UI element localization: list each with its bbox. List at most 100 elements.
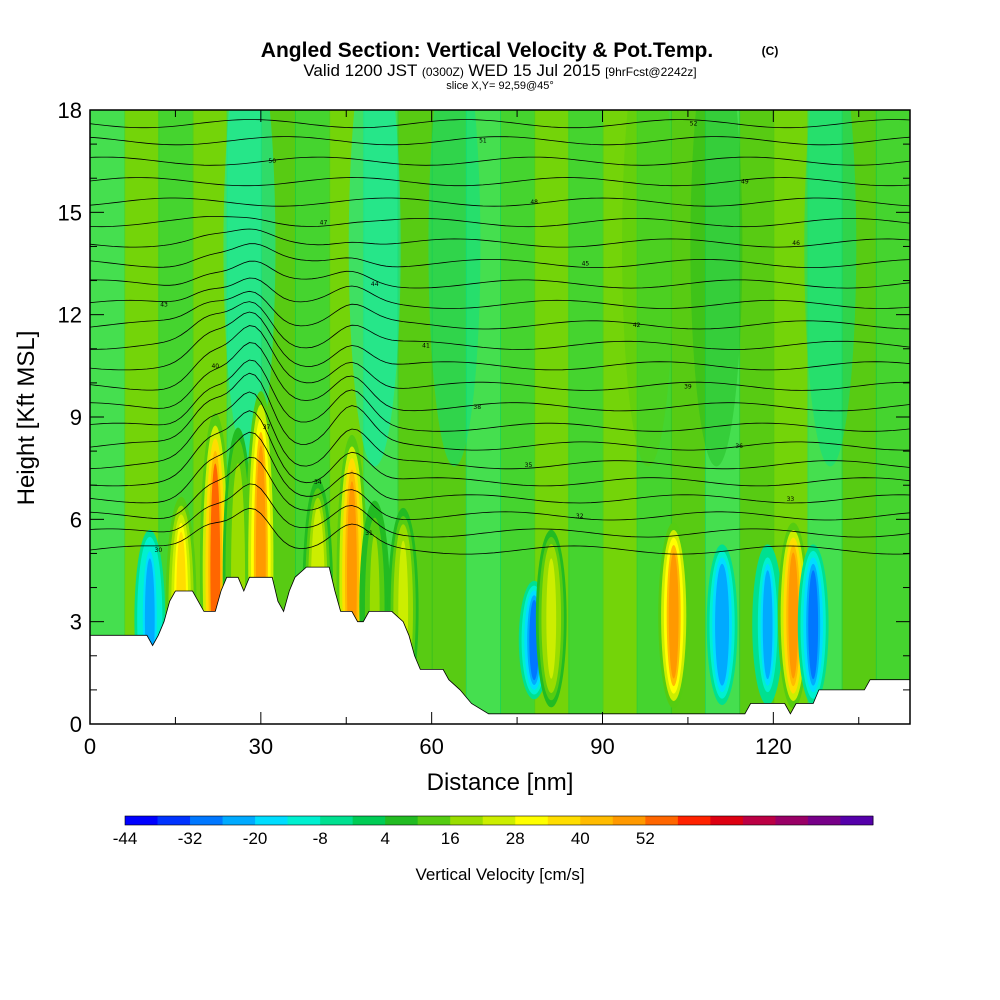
theta-isoline — [90, 372, 910, 451]
theta-isoline-label: 36 — [735, 443, 743, 450]
theta-isoline-label: 39 — [684, 383, 692, 390]
colorbar-swatch — [840, 816, 874, 825]
theta-isoline-label: 51 — [479, 138, 487, 145]
downdraft-core — [808, 570, 819, 680]
y-tick-label: 9 — [70, 405, 82, 430]
colorbar-swatch — [385, 816, 419, 825]
forecast-text: [9hrFcst@2242z] — [605, 65, 697, 79]
colorbar-tick-label: 40 — [571, 829, 590, 848]
y-tick-label: 18 — [58, 98, 82, 123]
theta-isoline — [90, 216, 910, 228]
background-band — [568, 110, 604, 724]
x-tick-label: 120 — [755, 734, 792, 759]
y-axis: 0 36 9 12 15 18 — [58, 98, 910, 737]
utc-time-text: (0300Z) — [422, 65, 464, 79]
x-tick-label: 0 — [84, 734, 96, 759]
updraft-core — [546, 558, 557, 679]
theta-isoline — [90, 359, 910, 432]
colorbar-swatch — [807, 816, 841, 825]
colorbar-frame — [124, 815, 874, 826]
colorbar-tick-label: -8 — [313, 829, 328, 848]
y-tick-label: 0 — [70, 712, 82, 737]
y-tick-label: 12 — [58, 303, 82, 328]
updraft-core — [668, 552, 679, 679]
theta-isoline-label: 47 — [320, 220, 328, 227]
colorbar-swatch — [190, 816, 224, 825]
colorbar-swatch — [580, 816, 614, 825]
theta-isoline — [90, 119, 910, 129]
y-axis-label: Height [Kft MSL] — [13, 331, 40, 506]
colorbar-tick-label: 4 — [380, 829, 389, 848]
theta-isoline-label: 31 — [365, 530, 373, 537]
background-band — [602, 110, 638, 724]
theta-isoline-label: 42 — [633, 322, 641, 329]
colorbar-swatch — [775, 816, 809, 825]
theta-isoline — [90, 456, 910, 521]
colorbar-swatch — [645, 816, 679, 825]
valid-time-text: Valid 1200 JST — [303, 61, 417, 80]
theta-isoline — [90, 507, 910, 555]
upper-plume — [804, 110, 857, 467]
theta-isoline — [90, 311, 910, 371]
theta-isoline-label: 48 — [530, 199, 538, 206]
theta-isoline — [90, 431, 910, 504]
colorbar-swatch — [515, 816, 549, 825]
colorbar-label: Vertical Velocity [cm/s] — [415, 865, 584, 884]
theta-isoline-label: 32 — [576, 513, 584, 520]
colorbar-swatch — [125, 816, 159, 825]
x-tick-label: 30 — [249, 734, 273, 759]
terrain-mask — [90, 567, 910, 724]
theta-isoline — [90, 136, 910, 146]
theta-isoline — [90, 391, 910, 470]
theta-isoline-label: 41 — [422, 342, 430, 349]
colorbar-tick-label: 52 — [636, 829, 655, 848]
theta-isoline-label: 40 — [211, 363, 219, 370]
colorbar-swatch — [320, 816, 354, 825]
downdraft-core — [717, 570, 727, 680]
updraft-core — [788, 552, 799, 679]
theta-isoline-label: 35 — [525, 462, 533, 469]
theta-isoline — [90, 301, 910, 350]
colorbar-tick-label: 16 — [441, 829, 460, 848]
chart-subtitle: Valid 1200 JST (0300Z) WED 15 Jul 2015 [… — [303, 61, 696, 80]
y-tick-label: 6 — [70, 507, 82, 532]
theta-isoline — [90, 177, 910, 187]
theta-isoline-label: 30 — [155, 547, 163, 554]
colorbar-swatch — [255, 816, 289, 825]
upper-plume — [348, 110, 401, 467]
slice-text: slice X,Y= 92,59@45° — [446, 80, 554, 92]
theta-isoline-label: 33 — [787, 496, 795, 503]
theta-isoline-label: 44 — [371, 281, 379, 288]
date-text: WED 15 Jul 2015 — [468, 61, 600, 80]
theta-isoline — [90, 243, 910, 269]
theta-isoline — [90, 156, 910, 166]
colorbar-swatch — [287, 816, 321, 825]
theta-isoline-label: 34 — [314, 479, 322, 486]
colorbar-swatch — [710, 816, 744, 825]
theta-isoline-label: 52 — [690, 121, 698, 128]
theta-isoline — [90, 483, 910, 538]
theta-isoline-label: 43 — [160, 301, 168, 308]
downdraft-core — [762, 570, 773, 680]
upper-plume — [223, 110, 276, 467]
background-band — [465, 110, 501, 724]
colorbar-swatch — [352, 816, 386, 825]
colorbar-swatch — [742, 816, 776, 825]
upper-plume — [428, 110, 481, 467]
colorbar-swatch — [677, 816, 711, 825]
chart-title: Angled Section: Vertical Velocity & Pot.… — [261, 39, 713, 62]
upper-plume — [690, 110, 743, 467]
colorbar-swatch — [612, 816, 646, 825]
colorbar-tick-label: -44 — [113, 829, 138, 848]
y-tick-label: 15 — [58, 200, 82, 225]
theta-isoline-label: 45 — [582, 261, 590, 268]
colorbar-swatch — [157, 816, 191, 825]
chart-title-unit: (C) — [762, 44, 779, 58]
theta-isoline — [90, 260, 910, 289]
theta-isoline — [90, 342, 910, 412]
x-tick-label: 60 — [419, 734, 443, 759]
colorbar-tick-label: 28 — [506, 829, 525, 848]
background-band — [431, 110, 467, 724]
upper-plume — [622, 110, 675, 467]
